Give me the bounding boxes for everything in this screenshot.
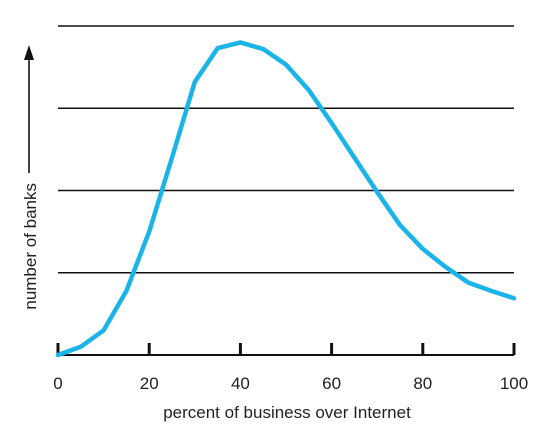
x-tick-label: 0 [53, 374, 62, 393]
x-tick-label: 40 [231, 374, 250, 393]
x-tick-labels: 0 20 40 60 80 100 [53, 374, 528, 393]
x-tick-label: 20 [140, 374, 159, 393]
x-tick-label: 100 [500, 374, 528, 393]
x-tick-label: 60 [322, 374, 341, 393]
x-axis-label: percent of business over Internet [163, 403, 411, 422]
x-tick-label: 80 [413, 374, 432, 393]
series-group [55, 40, 517, 358]
x-axis [56, 343, 516, 356]
y-axis-arrow [24, 45, 34, 173]
y-axis-label: number of banks [21, 183, 40, 310]
series-line [55, 40, 517, 358]
y-axis-label-group: number of banks [21, 183, 40, 310]
gridlines [58, 25, 514, 274]
y-arrow-head [24, 45, 34, 60]
